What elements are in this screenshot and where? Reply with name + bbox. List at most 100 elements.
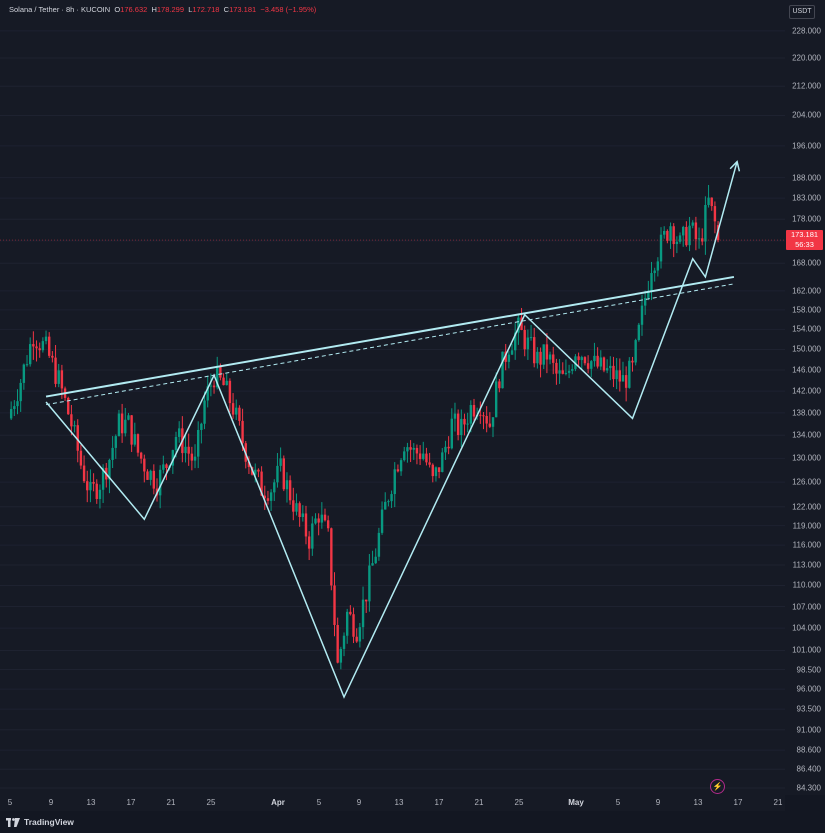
price-tick-label: 91.000 — [796, 725, 821, 735]
price-tick-label: 220.000 — [792, 53, 821, 63]
price-tick-label: 178.000 — [792, 214, 821, 224]
time-tick-label: 9 — [655, 798, 661, 807]
candle-body-down — [685, 226, 688, 246]
candle-body-up — [57, 370, 60, 384]
candle-body-up — [593, 355, 596, 362]
candle-body-down — [247, 461, 251, 467]
candle-body-down — [317, 518, 320, 523]
candle-body-up — [514, 332, 517, 351]
time-tick-label: 17 — [733, 798, 743, 807]
candle-body-up — [621, 375, 625, 382]
candle-body-down — [282, 458, 285, 490]
candle-body-down — [418, 453, 422, 460]
candle-body-up — [653, 270, 656, 274]
chart-area[interactable] — [0, 0, 785, 795]
candle-body-down — [428, 462, 431, 465]
time-tick-label: 25 — [206, 798, 216, 807]
tradingview-logo-icon — [6, 817, 20, 827]
candle-body-up — [441, 452, 444, 472]
bar-countdown: 56:33 — [795, 240, 814, 250]
currency-badge[interactable]: USDT — [789, 5, 815, 19]
candle-body-up — [643, 297, 647, 306]
candle-body-down — [165, 464, 168, 468]
candle-body-down — [60, 370, 64, 389]
lightning-icon[interactable]: ⚡ — [710, 779, 725, 794]
candle-body-down — [38, 348, 41, 351]
candle-body-down — [257, 469, 260, 472]
symbol-name[interactable]: Solana / Tether · 8h · KUCOIN — [9, 5, 111, 14]
candle-body-up — [460, 418, 463, 436]
price-axis[interactable]: 228.000 220.000 212.000 204.000 196.000 188.0… — [785, 0, 825, 795]
candle-body-up — [25, 364, 29, 366]
price-chart[interactable] — [0, 0, 785, 795]
candle-body-up — [526, 337, 530, 350]
candle-body-down — [260, 471, 263, 496]
candle-body-up — [108, 459, 111, 480]
candle-body-up — [174, 436, 178, 451]
candle-body-up — [491, 417, 495, 427]
candle-body-up — [320, 514, 324, 523]
last-price-label: 173.181 56:33 — [786, 230, 823, 251]
candle-body-up — [28, 344, 32, 365]
price-tick-label: 142.000 — [792, 386, 821, 396]
candle-body-down — [631, 360, 634, 363]
candle-body-down — [82, 465, 86, 482]
candle-body-up — [197, 429, 200, 457]
candle-body-down — [307, 536, 311, 549]
candle-body-up — [517, 317, 520, 333]
candle-body-down — [352, 614, 355, 637]
candle-body-up — [206, 386, 209, 401]
candle-body-up — [117, 413, 121, 437]
candle-body-up — [634, 340, 637, 363]
candle-body-up — [650, 273, 653, 291]
candle-body-down — [231, 403, 235, 415]
candle-body-up — [469, 405, 473, 424]
close-value: 173.181 — [229, 5, 257, 14]
candle-body-down — [219, 365, 222, 378]
candle-body-up — [453, 413, 457, 419]
candle-body-up — [536, 351, 539, 364]
candle-body-up — [434, 467, 438, 477]
candle-body-down — [596, 355, 599, 367]
candle-body-down — [54, 357, 57, 384]
candle-body-up — [345, 611, 349, 636]
candle-body-up — [637, 324, 641, 341]
open-value: 176.632 — [120, 5, 148, 14]
candle-body-up — [13, 406, 16, 410]
candle-body-up — [507, 354, 511, 362]
candle-body-down — [425, 453, 428, 463]
price-tick-label: 96.000 — [796, 684, 821, 694]
time-axis[interactable]: 5 9 13 17 21 25 Apr 5 9 13 17 21 25 May 5 9 13 17 21 — [0, 795, 785, 811]
candle-body-down — [618, 370, 622, 382]
candle-body-down — [409, 447, 412, 450]
candle-body-up — [235, 407, 238, 415]
candle-body-up — [669, 226, 672, 241]
candle-body-up — [704, 204, 707, 242]
candle-body-up — [16, 401, 19, 407]
tradingview-logo[interactable]: TradingView — [6, 817, 74, 827]
candle-body-down — [349, 611, 352, 615]
price-tick-label: 146.000 — [792, 365, 821, 375]
candle-body-up — [41, 341, 45, 351]
price-tick-label: 158.000 — [792, 305, 821, 315]
candle-body-up — [450, 418, 453, 449]
candle-body-up — [656, 261, 660, 271]
candle-body-down — [48, 336, 51, 356]
candle-body-up — [707, 197, 710, 205]
candle-body-up — [662, 230, 666, 235]
price-tick-label: 104.000 — [792, 623, 821, 633]
candle-body-down — [415, 447, 419, 454]
candle-body-down — [120, 413, 124, 434]
candle-body-up — [127, 415, 130, 420]
candle-body-down — [612, 365, 615, 380]
candle-body-up — [390, 494, 393, 502]
candle-body-up — [403, 451, 406, 461]
candle-body-down — [292, 500, 295, 512]
candle-body-down — [498, 381, 501, 389]
candle-body-up — [590, 361, 593, 369]
candle-body-up — [279, 458, 282, 466]
symbol-header: Solana / Tether · 8h · KUCOIN O176.632 H… — [9, 5, 316, 14]
candle-body-up — [529, 337, 533, 339]
candle-body-down — [326, 520, 330, 529]
price-tick-label: 107.000 — [792, 602, 821, 612]
